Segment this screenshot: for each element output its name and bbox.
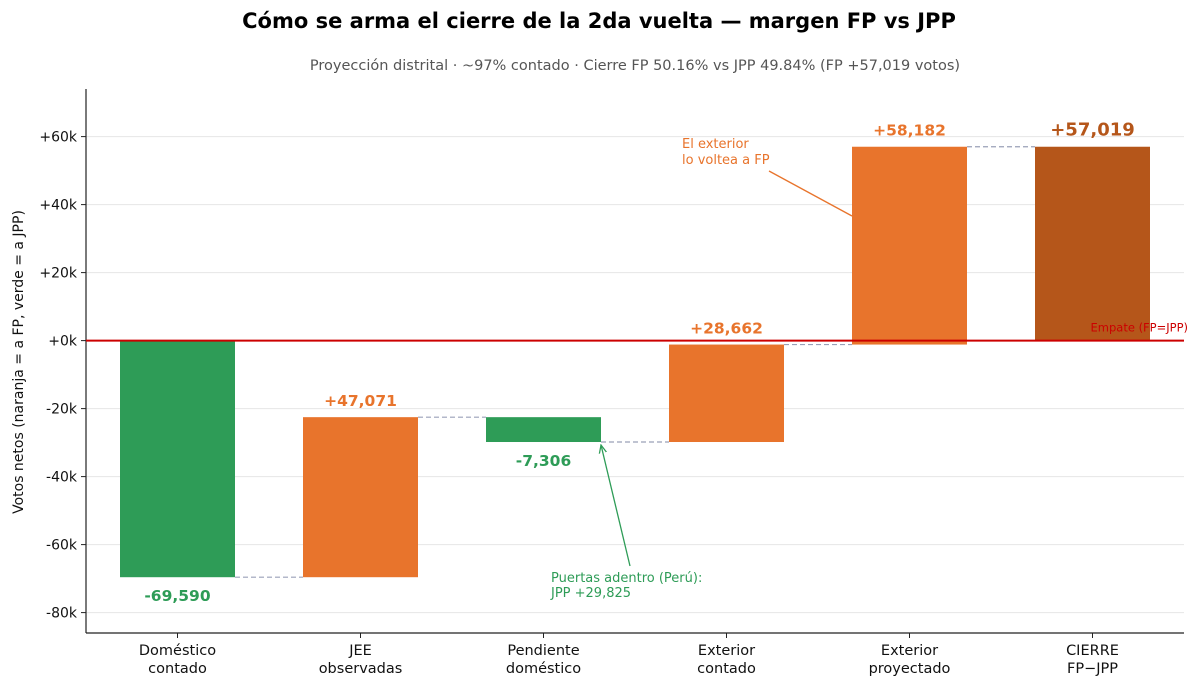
bar-fp bbox=[669, 344, 784, 443]
y-tick-label: -60k bbox=[46, 538, 78, 554]
annotation-text: JPP +29,825 bbox=[550, 586, 631, 601]
y-tick-label: +40k bbox=[39, 198, 78, 214]
x-tick-label: CIERRE bbox=[1066, 643, 1119, 659]
x-tick-label: Exterior bbox=[881, 643, 938, 659]
data-label: +47,071 bbox=[324, 392, 397, 410]
y-tick-label: -80k bbox=[46, 606, 78, 622]
x-tick-label: observadas bbox=[319, 661, 403, 677]
data-label: -69,590 bbox=[144, 587, 210, 605]
x-tick-label: FP−JPP bbox=[1067, 661, 1118, 677]
bar-fp bbox=[303, 417, 418, 578]
bar-fp bbox=[852, 146, 967, 345]
annotation-arrow bbox=[768, 170, 853, 217]
axes: -80k -60k -40k -20k +0k +20k +40k +60k Doméstico… bbox=[39, 89, 1188, 677]
bar-jpp bbox=[120, 340, 235, 578]
grid-lines bbox=[86, 136, 1184, 614]
data-label: +28,662 bbox=[690, 320, 763, 338]
chart-title: Cómo se arma el cierre de la 2da vuelta … bbox=[242, 9, 956, 33]
annotation-text: El exterior bbox=[682, 137, 749, 152]
connector-lines bbox=[235, 146, 1035, 578]
x-tick-label: doméstico bbox=[506, 661, 581, 677]
tie-reference-label: Empate (FP=JPP) bbox=[1091, 321, 1188, 335]
annotation-text: lo voltea a FP bbox=[682, 153, 770, 168]
data-label: -7,306 bbox=[516, 452, 571, 470]
y-tick-label: -40k bbox=[46, 470, 78, 486]
data-labels: -69,590 +47,071 -7,306 +28,662 +58,182 +57,01… bbox=[144, 120, 1134, 605]
x-tick-label: JEE bbox=[348, 643, 372, 659]
data-label: +57,019 bbox=[1050, 120, 1135, 141]
y-tick-label: -20k bbox=[46, 402, 78, 418]
x-tick-label: proyectado bbox=[869, 661, 951, 677]
x-tick-label: Exterior bbox=[698, 643, 755, 659]
chart-subtitle: Proyección distrital · ~97% contado · Ci… bbox=[310, 58, 960, 74]
y-axis-label: Votos netos (naranja = a FP, verde = a J… bbox=[11, 210, 27, 514]
y-tick-label: +20k bbox=[39, 266, 78, 282]
data-label: +58,182 bbox=[873, 122, 946, 140]
x-tick-label: Doméstico bbox=[139, 643, 216, 659]
x-tick-label: Pendiente bbox=[507, 643, 579, 659]
bar-total bbox=[1035, 146, 1150, 341]
y-tick-label: +60k bbox=[39, 130, 78, 146]
x-tick-label: contado bbox=[697, 661, 756, 677]
annotation-arrow bbox=[601, 445, 631, 567]
annotation-text: Puertas adentro (Perú): bbox=[551, 571, 702, 586]
bars bbox=[120, 146, 1150, 578]
y-tick-label: +0k bbox=[48, 334, 78, 350]
bar-jpp bbox=[486, 417, 601, 443]
x-tick-label: contado bbox=[148, 661, 207, 677]
